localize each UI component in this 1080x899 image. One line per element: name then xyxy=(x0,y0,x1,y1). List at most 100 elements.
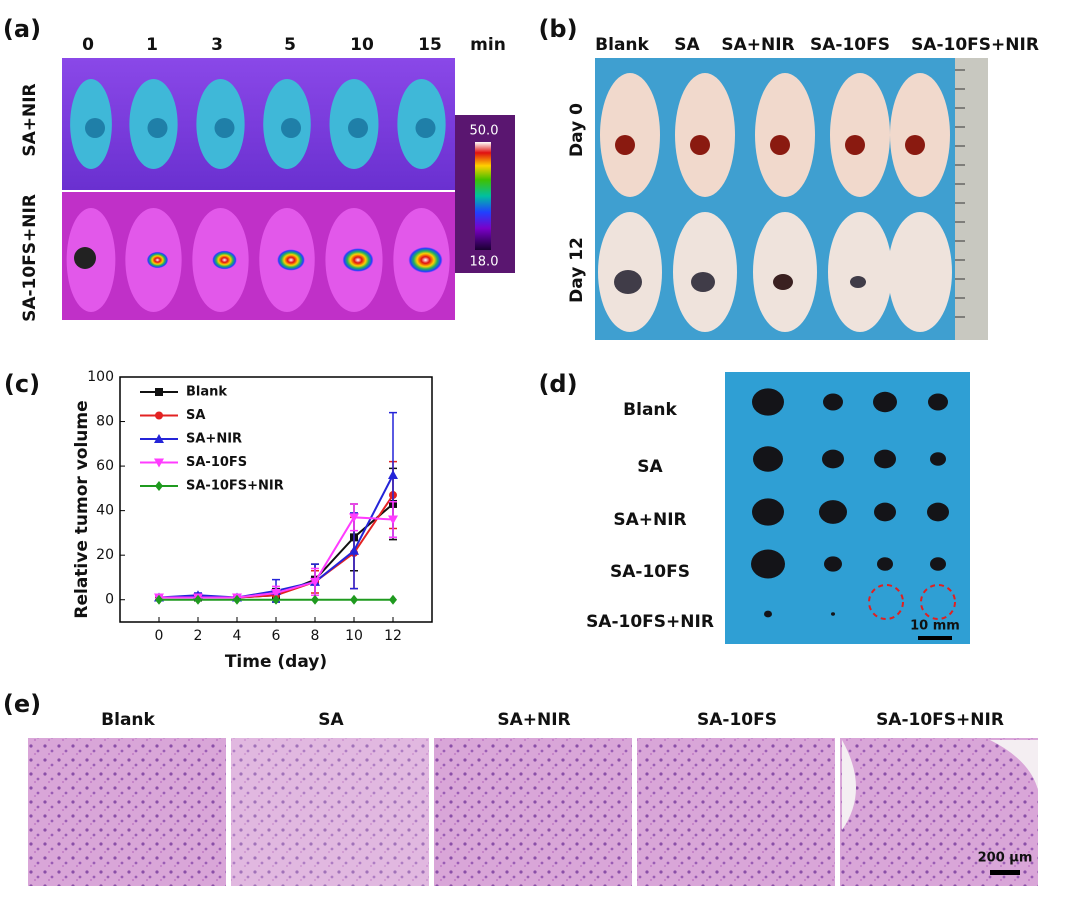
tumor xyxy=(823,393,843,411)
label: SA xyxy=(318,710,344,730)
label: SA+NIR xyxy=(721,35,794,55)
label: 5 xyxy=(284,35,296,55)
legend-label: SA xyxy=(186,408,205,423)
x-tick-label: 10 xyxy=(345,628,363,644)
label: SA-10FS xyxy=(810,35,890,55)
legend-label: SA-10FS+NIR xyxy=(186,479,284,494)
label: Day 12 xyxy=(567,237,587,303)
marker xyxy=(388,515,398,525)
legend-marker xyxy=(155,388,163,396)
label: 15 xyxy=(418,35,442,55)
label: 10 xyxy=(350,35,374,55)
tumor xyxy=(874,449,896,469)
label: SA-10FS+NIR xyxy=(876,710,1004,730)
mouse xyxy=(675,73,735,197)
x-axis-title: Time (day) xyxy=(225,652,327,672)
tumor xyxy=(752,388,784,416)
scale-bar xyxy=(918,636,952,640)
y-tick-label: 60 xyxy=(96,458,114,474)
legend-label: SA+NIR xyxy=(186,432,242,447)
tumor xyxy=(831,612,835,616)
legend-label: SA-10FS xyxy=(186,455,247,470)
legend-marker xyxy=(154,434,164,443)
label: Blank xyxy=(623,400,677,420)
mouse xyxy=(888,212,952,332)
tumor xyxy=(819,500,847,524)
tumor-cool xyxy=(281,118,301,138)
label: SA xyxy=(637,457,663,477)
tumor xyxy=(753,446,783,472)
wound xyxy=(615,135,635,155)
tumor-cool xyxy=(415,118,436,138)
mouse xyxy=(890,73,950,197)
tumor xyxy=(930,452,946,466)
marker xyxy=(311,594,319,605)
x-tick-label: 6 xyxy=(272,628,281,644)
mouse xyxy=(830,73,890,197)
marker xyxy=(271,589,281,599)
y-tick-label: 80 xyxy=(96,414,114,430)
marker xyxy=(155,594,163,605)
x-tick-label: 2 xyxy=(194,628,203,644)
tumor xyxy=(927,502,949,522)
y-tick-label: 0 xyxy=(105,592,114,608)
hot-spot xyxy=(342,248,374,272)
y-tick-label: 40 xyxy=(96,503,114,519)
tumor-spot xyxy=(74,247,96,269)
tumor xyxy=(751,549,785,579)
tumor xyxy=(850,276,866,288)
label: SA-10FS xyxy=(610,562,690,582)
label: SA-10FS+NIR xyxy=(911,35,1039,55)
label: SA+NIR xyxy=(613,510,686,530)
label: (d) xyxy=(538,370,577,398)
tumor xyxy=(614,270,642,294)
x-tick-label: 8 xyxy=(311,628,320,644)
mouse xyxy=(753,212,817,332)
scale-bar xyxy=(990,870,1020,875)
label: 18.0 xyxy=(470,255,499,270)
label: min xyxy=(470,35,506,55)
legend-marker xyxy=(154,458,164,468)
marker xyxy=(310,577,320,587)
mouse xyxy=(673,212,737,332)
label: (a) xyxy=(3,15,41,43)
label: 3 xyxy=(211,35,223,55)
x-tick-label: 12 xyxy=(384,628,402,644)
mouse xyxy=(600,73,660,197)
hot-spot xyxy=(277,249,305,271)
wound xyxy=(770,135,790,155)
histology-image xyxy=(434,738,632,886)
legend-marker xyxy=(155,411,163,420)
label: 1 xyxy=(146,35,158,55)
marker xyxy=(389,594,397,605)
marker xyxy=(233,594,241,605)
tumor xyxy=(764,610,772,618)
marker xyxy=(194,594,202,605)
hot-spot xyxy=(408,247,443,273)
x-tick-label: 4 xyxy=(233,628,242,644)
absent-tumor xyxy=(920,584,956,620)
tissue-gap xyxy=(842,740,1038,830)
wound xyxy=(690,135,710,155)
label: Blank xyxy=(101,710,155,730)
tumor xyxy=(877,557,893,571)
label: SA-10FS+NIR xyxy=(586,612,714,632)
y-tick-label: 100 xyxy=(87,369,114,385)
marker xyxy=(272,594,280,605)
histology-image xyxy=(231,738,429,886)
label: 200 μm xyxy=(978,851,1033,866)
tumor xyxy=(691,272,715,292)
legend-marker xyxy=(155,481,163,491)
histology-image xyxy=(637,738,835,886)
label: (e) xyxy=(3,690,41,718)
label: SA+NIR xyxy=(20,83,40,156)
tumor xyxy=(928,393,948,411)
label: Blank xyxy=(595,35,649,55)
tumor xyxy=(930,557,946,571)
y-tick-label: 20 xyxy=(96,547,114,563)
label: SA-10FS+NIR xyxy=(20,194,40,322)
tumor xyxy=(873,391,897,413)
x-tick-label: 0 xyxy=(155,628,164,644)
label: SA-10FS xyxy=(697,710,777,730)
